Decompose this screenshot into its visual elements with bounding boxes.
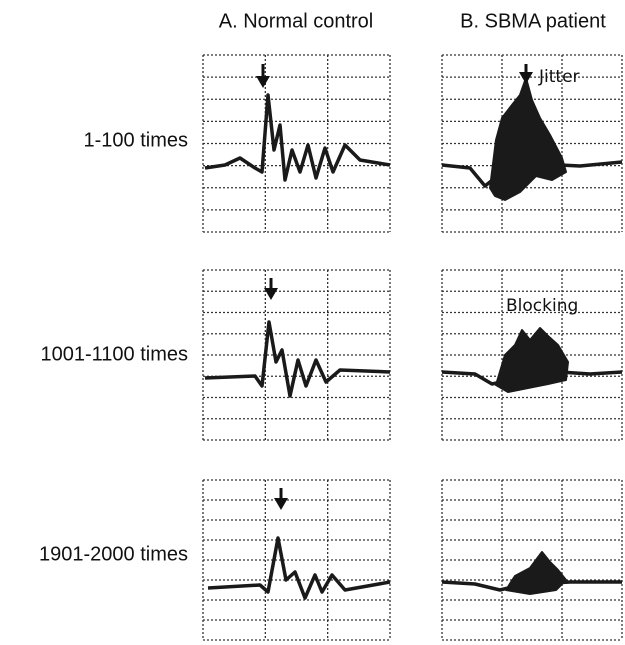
arrow bbox=[274, 488, 288, 510]
arrow bbox=[256, 64, 270, 88]
arrow bbox=[519, 64, 533, 84]
annotation: Blocking bbox=[506, 296, 578, 316]
row-label: 1-100 times bbox=[84, 129, 189, 151]
figure: A. Normal control B. SBMA patient 1-100 … bbox=[0, 0, 625, 645]
waveform-burst bbox=[506, 552, 566, 594]
waveform bbox=[205, 95, 390, 180]
waveform bbox=[208, 538, 390, 598]
column-header: B. SBMA patient bbox=[460, 10, 606, 32]
row-label: 1001-1100 times bbox=[41, 343, 189, 365]
waveform-burst bbox=[496, 328, 568, 392]
page: {"headers": ["A. Normal control", "B. SB… bbox=[0, 0, 625, 645]
column-header: A. Normal control bbox=[219, 10, 374, 32]
arrow bbox=[264, 278, 278, 300]
row-label: 1901-2000 times bbox=[39, 543, 188, 565]
annotation: Jitter bbox=[538, 67, 580, 87]
